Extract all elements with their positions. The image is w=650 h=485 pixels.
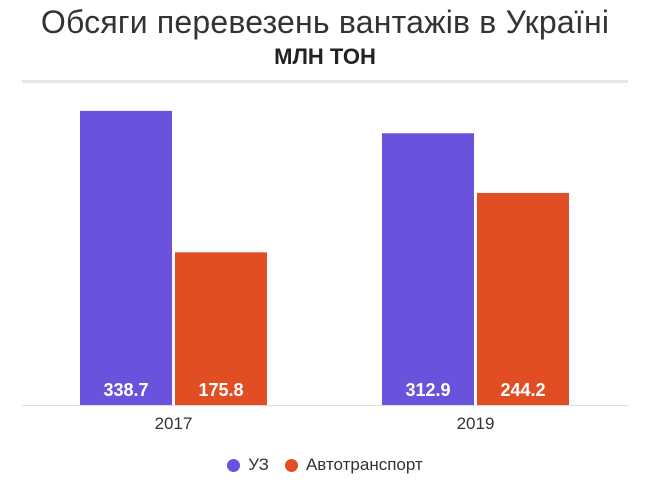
data-label-auto-2019: 244.2	[500, 380, 545, 400]
legend-item-uz: УЗ	[227, 455, 269, 475]
legend-swatch-uz	[227, 458, 241, 472]
legend: УЗ Автотранспорт	[0, 455, 650, 475]
chart-title: Обсяги перевезень вантажів в Україні	[40, 4, 610, 40]
chart-subtitle: МЛН ТОН	[274, 44, 376, 69]
data-label-uz-2019: 312.9	[405, 380, 450, 400]
x-tick-label-2019: 2019	[457, 414, 495, 433]
data-label-uz-2017: 338.7	[103, 380, 148, 400]
bar-auto-2019	[477, 192, 569, 405]
legend-label-auto: Автотранспорт	[305, 455, 423, 474]
legend-item-auto: Автотранспорт	[284, 455, 423, 475]
bar-auto-2017	[175, 252, 267, 405]
legend-swatch-auto	[284, 458, 298, 472]
data-label-auto-2017: 175.8	[198, 380, 243, 400]
bar-uz-2017	[80, 110, 172, 406]
legend-label-uz: УЗ	[248, 455, 269, 474]
title-divider	[22, 80, 628, 83]
x-tick-label-2017: 2017	[155, 414, 193, 433]
bar-uz-2019	[382, 133, 474, 405]
